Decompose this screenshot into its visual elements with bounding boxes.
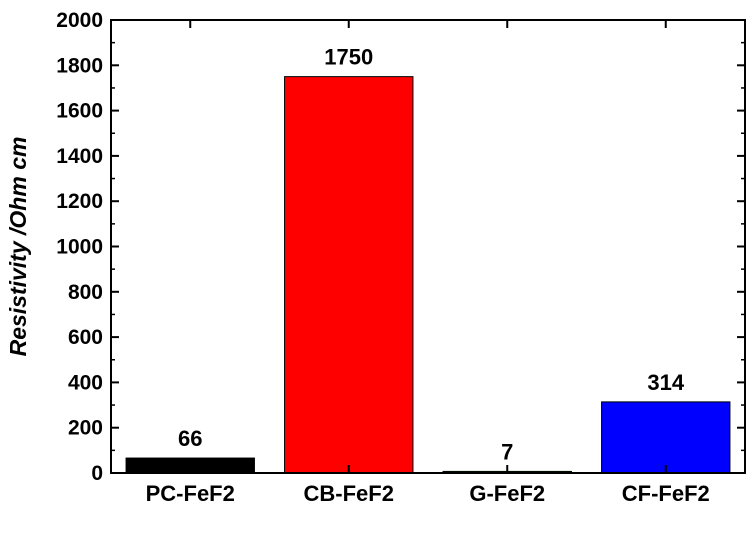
y-tick-label: 1800 (56, 54, 103, 77)
y-tick-label: 600 (68, 326, 103, 349)
data-label-cb-fef2: 1750 (324, 45, 373, 70)
bar-cf-fef2 (601, 401, 731, 474)
y-tick-label: 800 (68, 281, 103, 304)
chart-axes: 0 200 400 600 800 1000 1200 1400 1600 1800 2000 PC-… (56, 9, 745, 506)
x-category-label: CB-FeF2 (304, 481, 394, 506)
y-tick-label: 1000 (56, 236, 103, 259)
chart-marks: 66 1750 7 314 (125, 45, 731, 474)
y-axis-title: Resistivity /Ohm cm (5, 137, 31, 357)
y-tick-label: 1600 (56, 100, 103, 123)
y-tick-label: 1400 (56, 145, 103, 168)
data-label-g-fef2: 7 (501, 439, 513, 464)
x-category-label: G-FeF2 (469, 481, 545, 506)
x-category-label: CF-FeF2 (622, 481, 710, 506)
data-label-pc-fef2: 66 (178, 426, 202, 451)
data-label-cf-fef2: 314 (647, 370, 684, 395)
y-tick-label: 2000 (56, 9, 103, 32)
y-tick-label: 200 (68, 417, 103, 440)
y-tick-label: 0 (91, 462, 103, 485)
y-tick-label: 400 (68, 371, 103, 394)
bar-cb-fef2 (284, 76, 414, 474)
x-category-label: PC-FeF2 (146, 481, 235, 506)
y-tick-label: 1200 (56, 190, 103, 213)
